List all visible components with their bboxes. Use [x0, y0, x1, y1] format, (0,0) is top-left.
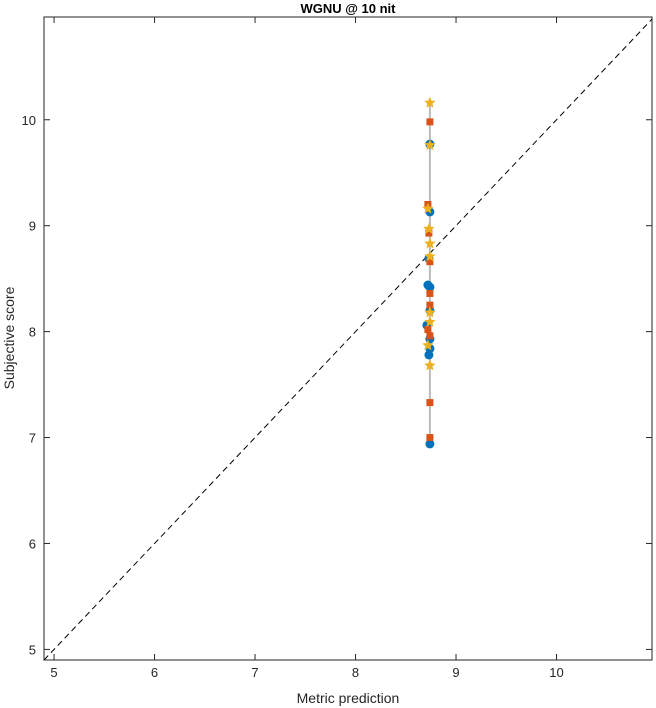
data-point-square	[426, 434, 434, 442]
reference-line	[43, 18, 653, 661]
data-point-square	[426, 289, 434, 297]
data-point-star	[424, 139, 436, 150]
data-point-square	[426, 301, 434, 309]
data-point-star	[424, 250, 436, 262]
data-point-circle	[425, 282, 435, 292]
data-point-square	[426, 332, 434, 340]
data-point-star	[424, 359, 436, 371]
x-tick-label: 7	[251, 665, 258, 680]
data-point-star	[424, 306, 436, 318]
x-tick-label: 10	[549, 665, 563, 680]
data-point-star	[424, 96, 436, 108]
data-point-square	[426, 258, 434, 266]
chart-title: WGNU @ 10 nit	[300, 1, 396, 16]
x-tick-label: 9	[452, 665, 459, 680]
x-tick-label: 5	[50, 665, 57, 680]
y-tick-label: 5	[29, 642, 36, 657]
x-tick-label: 8	[352, 665, 359, 680]
data-point-square	[426, 399, 434, 407]
x-axis-label: Metric prediction	[297, 690, 400, 706]
data-point-star	[423, 222, 435, 234]
y-tick-label: 7	[29, 431, 36, 446]
data-point-star	[422, 202, 434, 214]
data-point-circle	[424, 350, 434, 360]
y-tick-label: 9	[29, 219, 36, 234]
data-point-star	[422, 339, 434, 351]
y-axis-label: Subjective score	[1, 286, 17, 389]
x-tick-label: 6	[151, 665, 158, 680]
data-point-star	[424, 316, 436, 327]
data-point-star	[424, 237, 436, 249]
data-point-square	[425, 229, 433, 237]
y-tick-label: 8	[29, 325, 36, 340]
data-point-circle	[425, 439, 435, 449]
y-tick-label: 6	[29, 536, 36, 551]
data-point-square	[424, 325, 432, 333]
data-point-square	[426, 118, 434, 126]
y-tick-label: 10	[22, 113, 36, 128]
plot-frame	[43, 16, 653, 661]
